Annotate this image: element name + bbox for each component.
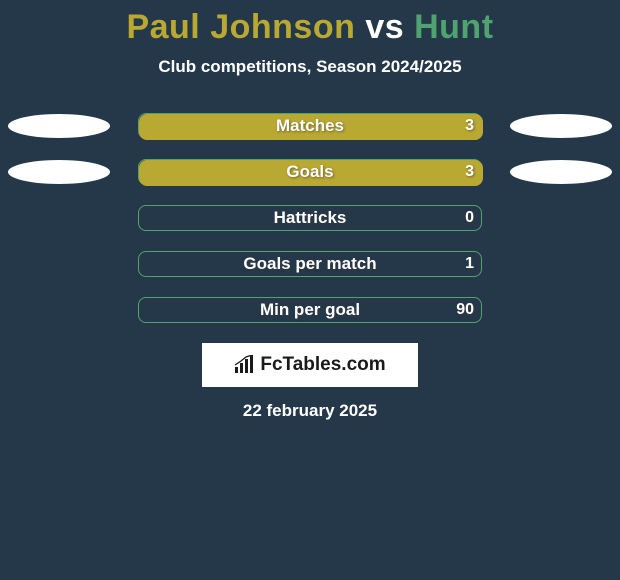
stat-bar-track xyxy=(138,205,482,231)
stat-row: Matches3 xyxy=(0,103,620,149)
bar-chart-icon xyxy=(234,355,256,375)
stat-row: Goals3 xyxy=(0,149,620,195)
player1-marker xyxy=(8,160,110,184)
date-text: 22 february 2025 xyxy=(0,401,620,421)
stat-row: Goals per match1 xyxy=(0,241,620,287)
brand-box[interactable]: FcTables.com xyxy=(202,343,418,387)
brand-text: FcTables.com xyxy=(260,354,385,376)
stat-bar-left-fill xyxy=(139,114,483,140)
player1-marker xyxy=(8,114,110,138)
player2-marker xyxy=(510,160,612,184)
stat-bar-track xyxy=(138,297,482,323)
stat-row: Min per goal90 xyxy=(0,287,620,333)
stat-bar-track xyxy=(138,113,482,139)
player2-marker xyxy=(510,114,612,138)
stat-row: Hattricks0 xyxy=(0,195,620,241)
title-vs: vs xyxy=(365,8,404,46)
title-player1: Paul Johnson xyxy=(126,8,355,46)
stat-bar-track xyxy=(138,159,482,185)
page-title: Paul Johnson vs Hunt xyxy=(0,8,620,47)
stat-bar-track xyxy=(138,251,482,277)
stats-rows: Matches3Goals3Hattricks0Goals per match1… xyxy=(0,103,620,333)
comparison-infographic: Paul Johnson vs Hunt Club competitions, … xyxy=(0,0,620,580)
stat-bar-left-fill xyxy=(139,160,483,186)
title-player2: Hunt xyxy=(414,8,493,46)
subtitle: Club competitions, Season 2024/2025 xyxy=(0,57,620,77)
